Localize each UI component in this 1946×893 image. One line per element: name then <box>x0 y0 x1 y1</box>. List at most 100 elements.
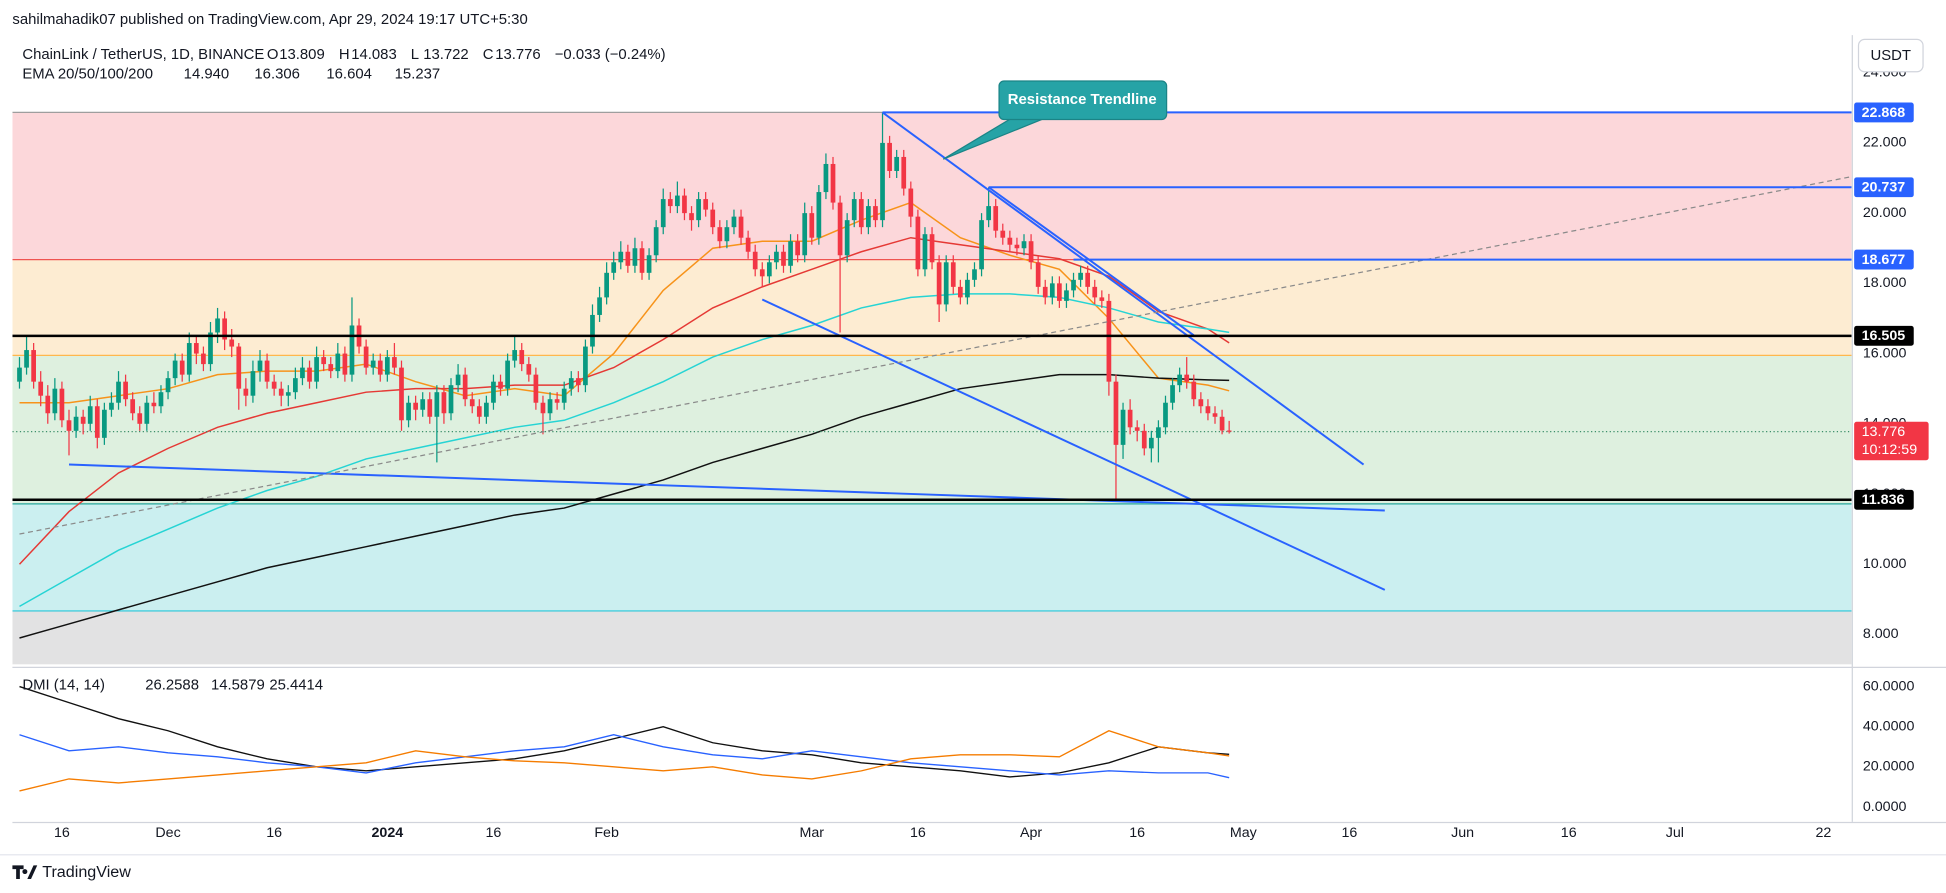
candle-body <box>788 241 793 266</box>
candle-body <box>1177 374 1182 386</box>
x-tick-label: Apr <box>1020 825 1042 841</box>
candle-body <box>1219 416 1225 431</box>
y-tick-label: 18.000 <box>1863 275 1907 291</box>
candle-body <box>1014 244 1020 249</box>
candle-body <box>604 272 609 298</box>
ohlc-letter: O <box>267 47 279 63</box>
candle-body <box>851 199 857 221</box>
legends: ChainLink / TetherUS, 1D, BINANCE EMA 20… <box>22 47 665 693</box>
y-tick-label: 22.000 <box>1863 135 1907 151</box>
fib-zone <box>12 503 1852 611</box>
candle-body <box>1226 430 1232 432</box>
candle-body <box>1049 283 1055 298</box>
candle-body <box>158 392 164 407</box>
level-label-box <box>1854 102 1914 123</box>
candle-body <box>441 392 447 414</box>
candle-body <box>257 360 263 372</box>
current-price-label: 13.776 <box>1862 424 1906 440</box>
x-tick-label: Mar <box>799 825 824 841</box>
level-label-box <box>1854 489 1914 510</box>
brand-name: TradingView <box>42 863 131 881</box>
x-tick-label: Dec <box>155 825 180 841</box>
level-label: 22.868 <box>1862 105 1906 121</box>
candle-body <box>434 392 440 417</box>
candle-body <box>1170 385 1175 403</box>
candle-body <box>413 402 418 410</box>
x-tick-label: 16 <box>1341 825 1357 841</box>
candle-body <box>179 360 185 375</box>
ohlc-letter: H <box>339 47 350 63</box>
candle-body <box>766 262 772 277</box>
candle-body <box>38 381 44 396</box>
candle-body <box>243 388 249 396</box>
candle-body <box>597 297 602 315</box>
candle-body <box>1007 237 1013 245</box>
currency-button-box[interactable] <box>1857 38 1924 73</box>
candle-body <box>809 213 815 238</box>
candle-body <box>611 262 617 273</box>
dmi-value: 25.4414 <box>269 677 323 693</box>
candle-body <box>80 416 86 424</box>
trendline <box>68 463 1385 512</box>
candle-body <box>59 388 65 421</box>
candle-body <box>144 402 150 424</box>
candle-body <box>1021 241 1027 249</box>
candle-body <box>965 279 970 298</box>
candle-body <box>1141 430 1147 449</box>
ohlc-value: 13.809 <box>279 47 325 63</box>
candle-body <box>328 364 334 372</box>
candle-body <box>696 199 701 221</box>
candle-body <box>540 402 546 414</box>
candle-body <box>300 367 305 379</box>
candle-body <box>873 206 878 221</box>
candle-body <box>1120 409 1126 445</box>
currency-button-label[interactable]: USDT <box>1871 48 1912 64</box>
callout-box <box>998 80 1168 121</box>
candle-body <box>1205 406 1211 414</box>
symbol: ChainLink / TetherUS, 1D, BINANCE <box>22 47 264 63</box>
candle-body <box>151 402 157 407</box>
candle-body <box>137 413 143 424</box>
candle-body <box>491 381 496 403</box>
candle-body <box>1000 230 1006 238</box>
candle-body <box>236 346 242 389</box>
candle-body <box>165 378 171 393</box>
candle-body <box>936 262 942 305</box>
ohlc-value: 13.722 <box>423 47 469 63</box>
candle-body <box>271 381 277 389</box>
candle-body <box>102 409 107 438</box>
currency-button[interactable]: USDT <box>1857 38 1924 73</box>
candle-body <box>293 378 298 393</box>
trendline <box>881 111 1365 466</box>
candle-body <box>193 343 199 354</box>
candle-body <box>208 332 213 365</box>
level-label: 18.677 <box>1862 252 1906 268</box>
candle-body <box>837 202 843 256</box>
ohlc-letter: L <box>411 47 419 63</box>
trendline <box>988 186 1195 337</box>
price-pane <box>12 111 1852 665</box>
candle-body <box>307 367 312 382</box>
level-label-box <box>1854 249 1914 270</box>
candle-body <box>724 227 730 242</box>
x-tick-label: 16 <box>54 825 70 841</box>
candle-body <box>618 251 624 263</box>
candle-body <box>186 343 192 375</box>
candle-body <box>717 227 723 242</box>
ema-line <box>19 373 1230 639</box>
y-tick-label: 0.0000 <box>1863 799 1907 815</box>
axes: 8.00010.00012.00014.00016.00018.00020.00… <box>54 64 1929 841</box>
candle-body <box>1148 437 1154 449</box>
candle-body <box>116 381 121 403</box>
x-tick-label: Jul <box>1666 825 1684 841</box>
annotation-callout: Resistance Trendline <box>942 80 1168 160</box>
candle-body <box>547 399 553 414</box>
candle-body <box>745 237 751 252</box>
dmi-pane <box>19 685 1230 792</box>
current-price-box <box>1854 421 1929 461</box>
x-tick-label: Feb <box>594 825 619 841</box>
candle-body <box>781 251 786 266</box>
candle-body <box>1212 413 1218 417</box>
fib-zone <box>12 259 1852 356</box>
